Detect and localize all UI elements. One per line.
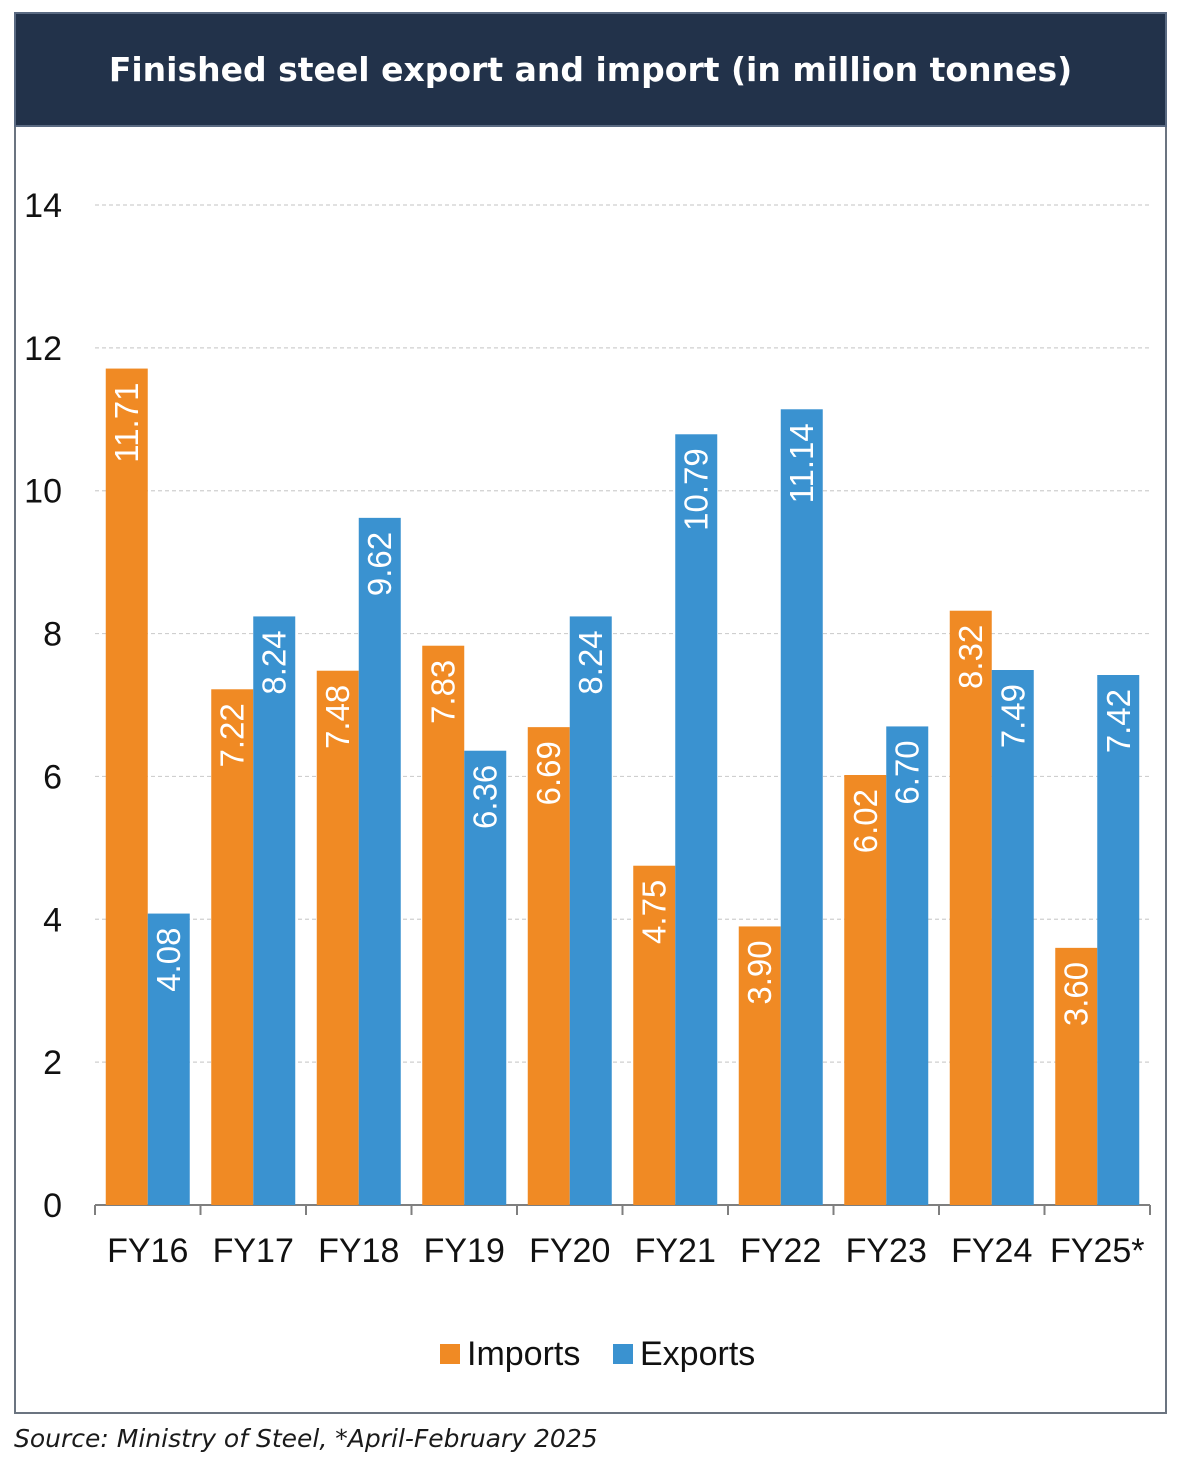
imports-bar xyxy=(949,610,992,1205)
legend-imports-swatch xyxy=(440,1344,460,1364)
imports-data-label: 4.75 xyxy=(636,880,673,944)
chart-title: Finished steel export and import (in mil… xyxy=(108,50,1073,89)
y-tick-label: 14 xyxy=(24,187,62,225)
y-tick-label: 12 xyxy=(24,330,62,368)
exports-data-label: 7.42 xyxy=(1100,689,1137,753)
exports-bar xyxy=(1097,675,1140,1205)
y-tick-label: 2 xyxy=(43,1044,62,1082)
x-tick-label: FY16 xyxy=(107,1232,188,1270)
exports-bar xyxy=(675,434,718,1205)
x-tick-label: FY19 xyxy=(424,1232,505,1270)
imports-data-label: 3.60 xyxy=(1058,962,1095,1026)
exports-data-label: 6.36 xyxy=(467,765,504,829)
imports-bar xyxy=(738,926,781,1205)
imports-data-label: 8.32 xyxy=(952,625,989,689)
imports-data-label: 7.22 xyxy=(214,703,251,767)
exports-data-label: 8.24 xyxy=(256,630,293,694)
legend-imports-label: Imports xyxy=(467,1335,580,1373)
imports-bar xyxy=(422,645,465,1205)
imports-data-label: 3.90 xyxy=(741,940,778,1004)
exports-data-label: 7.49 xyxy=(994,684,1031,748)
x-tick-label: FY22 xyxy=(740,1232,821,1270)
x-tick-label: FY21 xyxy=(635,1232,716,1270)
exports-bar xyxy=(253,616,296,1205)
x-tick-label: FY23 xyxy=(846,1232,927,1270)
title-bar: Finished steel export and import (in mil… xyxy=(14,12,1167,127)
y-tick-label: 10 xyxy=(24,473,62,511)
imports-bar xyxy=(211,689,254,1205)
exports-bar xyxy=(147,913,190,1205)
exports-bar xyxy=(464,750,507,1205)
exports-bar xyxy=(780,409,823,1205)
exports-bar xyxy=(886,726,929,1205)
exports-bar xyxy=(358,517,401,1205)
legend-exports-label: Exports xyxy=(640,1335,755,1373)
x-tick-label: FY20 xyxy=(529,1232,610,1270)
x-tick-label: FY18 xyxy=(318,1232,399,1270)
exports-bar xyxy=(991,670,1034,1205)
y-tick-label: 0 xyxy=(43,1187,62,1225)
exports-data-label: 8.24 xyxy=(572,630,609,694)
legend-exports-swatch xyxy=(613,1344,633,1364)
x-tick-label: FY24 xyxy=(951,1232,1032,1270)
exports-data-label: 10.79 xyxy=(678,448,715,531)
imports-data-label: 6.69 xyxy=(530,741,567,805)
imports-data-label: 7.83 xyxy=(425,660,462,724)
exports-bar xyxy=(569,616,612,1205)
exports-data-label: 9.62 xyxy=(361,532,398,596)
imports-bar xyxy=(105,368,148,1206)
imports-bar xyxy=(844,775,887,1205)
source-note: Source: Ministry of Steel, *April-Februa… xyxy=(14,1424,598,1453)
y-tick-label: 8 xyxy=(43,616,62,654)
imports-data-label: 7.48 xyxy=(319,685,356,749)
exports-data-label: 6.70 xyxy=(889,740,926,804)
x-tick-label: FY17 xyxy=(213,1232,294,1270)
exports-data-label: 11.14 xyxy=(783,423,820,503)
imports-data-label: 11.71 xyxy=(108,383,145,463)
imports-bar xyxy=(633,865,676,1205)
x-tick-label: FY25* xyxy=(1050,1232,1145,1270)
imports-data-label: 6.02 xyxy=(847,789,884,853)
imports-bar xyxy=(527,727,570,1205)
y-tick-label: 4 xyxy=(43,901,62,939)
y-tick-label: 6 xyxy=(43,758,62,796)
imports-bar xyxy=(1055,947,1098,1205)
imports-bar xyxy=(316,670,359,1205)
exports-data-label: 4.08 xyxy=(150,928,187,992)
